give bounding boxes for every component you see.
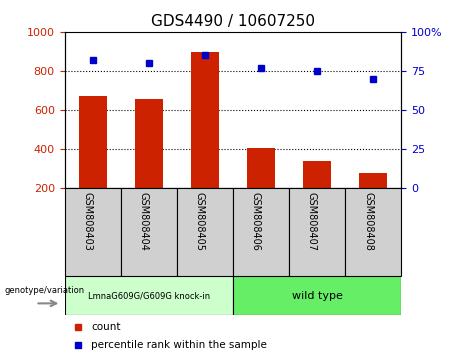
Bar: [191, 52, 219, 188]
Text: percentile rank within the sample: percentile rank within the sample: [91, 340, 267, 350]
Bar: [135, 99, 163, 188]
Text: GSM808407: GSM808407: [307, 192, 317, 251]
Text: GSM808408: GSM808408: [363, 192, 373, 251]
Bar: [177, 188, 233, 276]
Text: GSM808403: GSM808403: [83, 192, 93, 251]
Bar: [247, 148, 275, 188]
Title: GDS4490 / 10607250: GDS4490 / 10607250: [151, 14, 315, 29]
Text: GSM808405: GSM808405: [195, 192, 205, 251]
Bar: [121, 188, 177, 276]
Text: GSM808406: GSM808406: [251, 192, 261, 251]
Text: LmnaG609G/G609G knock-in: LmnaG609G/G609G knock-in: [88, 291, 210, 300]
Text: count: count: [91, 322, 121, 332]
Text: wild type: wild type: [291, 291, 343, 301]
Bar: [65, 276, 233, 315]
Bar: [345, 188, 401, 276]
Bar: [233, 276, 401, 315]
Bar: [78, 96, 106, 188]
Bar: [233, 188, 289, 276]
Bar: [303, 161, 331, 188]
Bar: [289, 188, 345, 276]
Text: genotype/variation: genotype/variation: [5, 286, 85, 295]
Text: GSM808404: GSM808404: [139, 192, 148, 251]
Bar: [65, 188, 121, 276]
Bar: [359, 173, 387, 188]
